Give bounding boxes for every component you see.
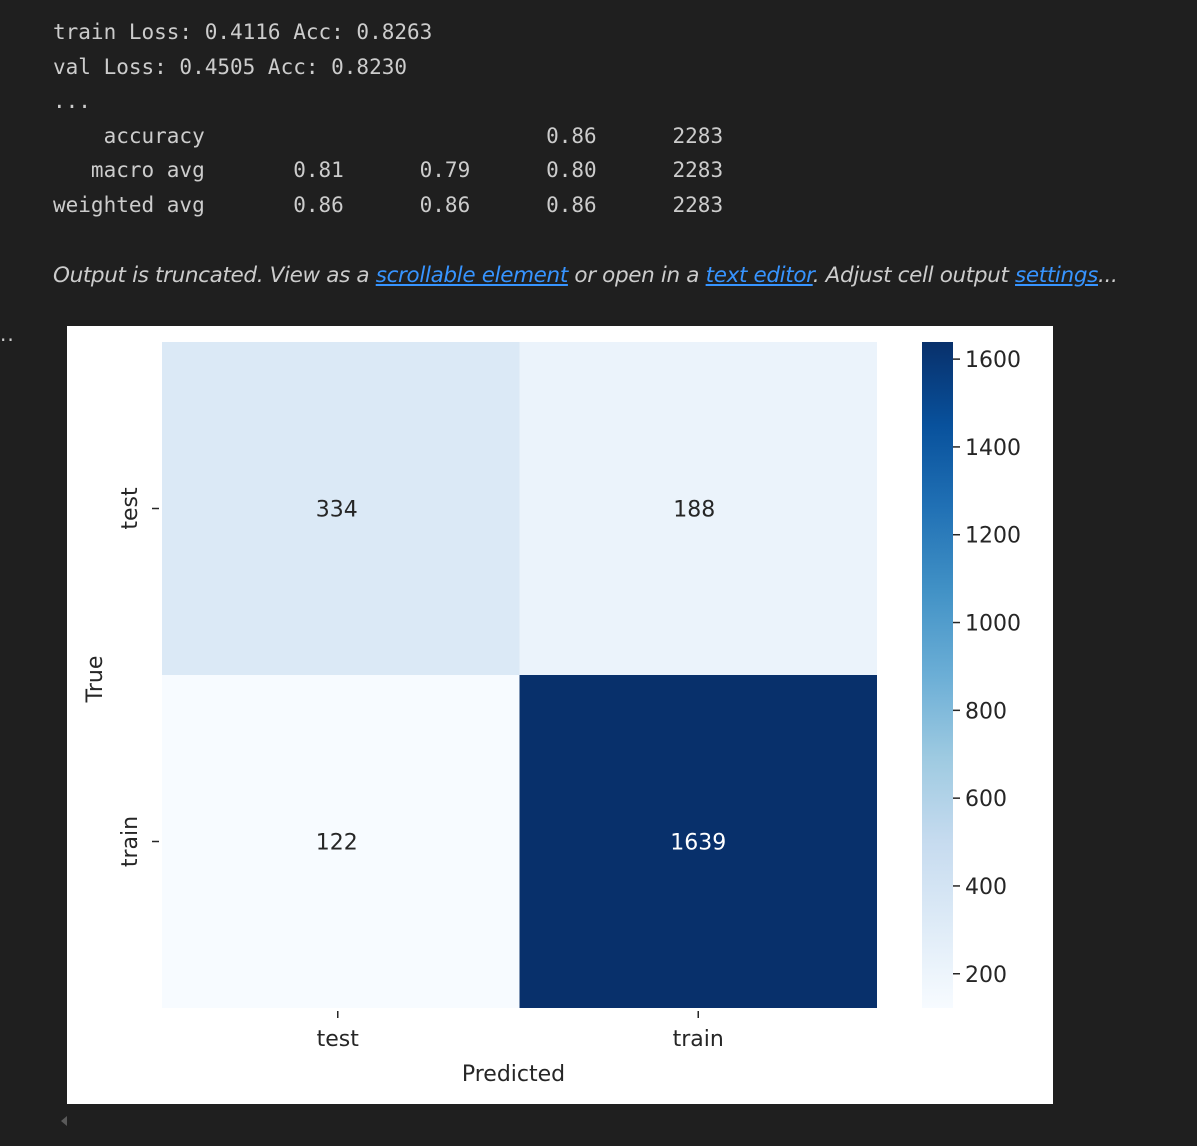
- y-tick-label: train: [118, 816, 143, 867]
- x-tick-label: test: [317, 1027, 360, 1052]
- x-axis-label: Predicted: [462, 1062, 565, 1087]
- heatmap-cell: [519, 342, 877, 675]
- colorbar-tick-label: 200: [965, 963, 1007, 988]
- heatmap-cell: [162, 342, 520, 675]
- colorbar-tick-label: 600: [965, 787, 1007, 812]
- cell-output-menu-icon[interactable]: ..: [0, 322, 15, 346]
- confusion-matrix-figure: 334 188 122 1639 test train Predicted test train…: [67, 326, 1053, 1104]
- scroll-left-icon[interactable]: [61, 1116, 67, 1126]
- cell-value-label: 334: [316, 498, 358, 523]
- console-line: val Loss: 0.4505 Acc: 0.8230: [53, 54, 408, 79]
- heatmap-cell: [519, 675, 877, 1008]
- y-axis-label: True: [83, 656, 108, 704]
- truncation-text-1: Output is truncated. View as a: [53, 263, 376, 288]
- colorbar-tick-label: 1200: [965, 524, 1021, 549]
- x-tick-label: train: [673, 1027, 724, 1052]
- scrollable-element-link[interactable]: scrollable element: [375, 263, 569, 288]
- colorbar: [922, 342, 953, 1008]
- cell-value-label: 188: [673, 498, 715, 523]
- truncation-text-4: ...: [1097, 263, 1118, 288]
- console-line: macro avg 0.81 0.79 0.80 2283: [53, 158, 724, 183]
- truncation-notice: Output is truncated. View as a scrollabl…: [53, 263, 1118, 288]
- colorbar-tick-label: 1400: [965, 436, 1021, 461]
- colorbar-tick-label: 400: [965, 875, 1007, 900]
- truncation-text-3: . Adjust cell output: [812, 263, 1016, 288]
- console-line: weighted avg 0.86 0.86 0.86 2283: [53, 192, 724, 217]
- cell-value-label: 1639: [670, 831, 726, 856]
- console-output: train Loss: 0.4116 Acc: 0.8263 val Loss: …: [53, 15, 723, 223]
- text-editor-link[interactable]: text editor: [705, 263, 813, 288]
- heatmap-cell: [162, 675, 520, 1008]
- y-tick-label: test: [118, 487, 143, 530]
- truncation-text-2: or open in a: [567, 263, 706, 288]
- colorbar-tick-label: 800: [965, 699, 1007, 724]
- console-line: train Loss: 0.4116 Acc: 0.8263: [53, 20, 433, 44]
- settings-link[interactable]: settings: [1015, 263, 1098, 288]
- colorbar-tick-label: 1000: [965, 612, 1021, 637]
- confusion-matrix-heatmap: 334 188 122 1639 test train Predicted test train…: [83, 342, 1021, 1087]
- colorbar-tick-label: 1600: [965, 348, 1021, 373]
- console-line: accuracy 0.86 2283: [53, 123, 724, 148]
- console-line: ...: [53, 89, 91, 114]
- cell-value-label: 122: [316, 831, 358, 856]
